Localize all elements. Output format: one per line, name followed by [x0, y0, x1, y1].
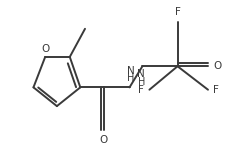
Text: O: O: [100, 135, 108, 145]
Text: O: O: [41, 44, 49, 54]
Text: N: N: [127, 66, 135, 76]
Text: H: H: [127, 73, 134, 83]
Text: O: O: [214, 61, 222, 71]
Text: F: F: [213, 85, 219, 95]
Text: N: N: [137, 69, 145, 80]
Text: H: H: [138, 76, 145, 87]
Text: F: F: [138, 85, 144, 95]
Text: F: F: [175, 7, 180, 17]
